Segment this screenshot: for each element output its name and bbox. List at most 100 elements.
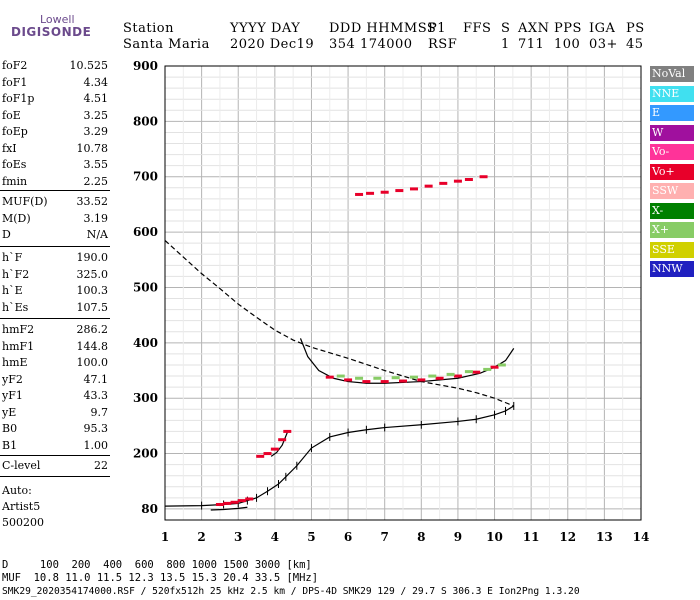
footer-info-line: SMK29_2020354174000.RSF / 520fx512h 25 k… (2, 586, 580, 597)
legend-item-nne: NNE (650, 85, 694, 102)
header-pps: 100 (554, 37, 581, 52)
param-name: h`F2 (2, 267, 30, 281)
echo-point (483, 367, 492, 371)
header-label-pps: PPS (554, 21, 582, 36)
logo-digisonde: DIGISONDE (11, 25, 92, 39)
param-name: B0 (2, 422, 18, 435)
legend-item-vo: Vo- (650, 144, 694, 160)
echo-point (409, 375, 418, 379)
echo-point (417, 378, 426, 382)
echo-point (215, 502, 224, 506)
echo-point (453, 374, 462, 378)
param-row: foE 3.25 (2, 109, 108, 125)
param-value: 100.0 (76, 356, 109, 369)
param-row: yF2 47.1 (2, 373, 108, 389)
echo-point (380, 190, 389, 194)
echo-point (362, 380, 371, 384)
param-value: 10.525 (69, 59, 109, 72)
param-row: h`F 190.0 (2, 251, 108, 267)
param-row: fmin 2.25 (2, 175, 108, 191)
param-name: hmF2 (2, 323, 35, 336)
param-value: 3.29 (83, 125, 109, 138)
param-name: MUF(D) (2, 195, 48, 208)
param-value: 100.3 (76, 284, 109, 297)
param-value: 325.0 (76, 267, 109, 281)
echo-point (355, 376, 364, 380)
param-row: fxI 10.78 (2, 142, 108, 158)
x-tick-label: 4 (271, 530, 279, 544)
header-label-ffs: FFS (463, 21, 492, 36)
param-row: foEs 3.55 (2, 158, 108, 174)
param-value: 22 (94, 459, 108, 472)
param-name: yF1 (2, 389, 23, 402)
param-value: N/A (86, 228, 108, 241)
param-name: foF2 (2, 59, 28, 72)
echo-point (497, 363, 506, 367)
header-axn: 711 (518, 37, 545, 52)
header-date: 2020 Dec19 (230, 37, 315, 52)
echo-point (435, 376, 444, 380)
echo-point (490, 365, 499, 369)
param-separator (0, 246, 110, 247)
param-value: 190.0 (76, 251, 109, 264)
x-tick-label: 10 (486, 530, 503, 544)
echo-point (344, 378, 353, 382)
param-value: 107.5 (76, 300, 109, 314)
param-name: B1 (2, 438, 18, 452)
param-value: 286.2 (76, 323, 109, 336)
echo-point (391, 376, 400, 380)
param-row: D N/A (2, 228, 108, 244)
header-label-station: Station (123, 21, 174, 36)
autoscaling-label: 500200 (2, 516, 44, 529)
y-tick-label: 700 (133, 170, 158, 184)
echo-point (336, 374, 345, 378)
y-tick-label: 400 (133, 336, 158, 350)
param-name: h`Es (2, 300, 29, 314)
echo-point (399, 379, 407, 383)
echo-point (325, 375, 334, 379)
y-tick-label: 300 (133, 391, 158, 405)
param-name: D (2, 228, 11, 241)
echo-point (395, 189, 404, 193)
param-row: foF1p 4.51 (2, 92, 108, 108)
footer-distance-line: D 100 200 400 600 800 1000 1500 3000 [km… (2, 559, 312, 571)
header-label-yyyy-day: YYYY DAY (230, 21, 301, 36)
echo-point (424, 184, 433, 188)
y-tick-label: 600 (133, 225, 158, 239)
echo-point (366, 191, 375, 195)
echo-point (270, 447, 279, 451)
x-tick-label: 14 (633, 530, 650, 544)
param-name: yF2 (2, 372, 23, 386)
x-tick-label: 13 (596, 530, 613, 544)
param-row: hmF1 144.8 (2, 340, 108, 356)
param-value: 3.25 (83, 108, 109, 122)
header-label-s: S (501, 21, 511, 36)
legend-item-noval: NoVal (650, 66, 694, 82)
x-tick-label: 5 (307, 530, 315, 544)
header-label-ps: PS (626, 21, 645, 36)
autoscaling-label: Artist5 (2, 500, 41, 513)
x-tick-label: 3 (234, 530, 242, 544)
param-row: yF1 43.3 (2, 389, 108, 405)
param-name: hmE (2, 356, 28, 369)
echo-point (223, 501, 232, 505)
param-separator (0, 455, 110, 456)
param-name: hmF1 (2, 339, 35, 353)
header-s: 1 (501, 37, 510, 52)
echo-point (355, 192, 364, 196)
true-height-profile (164, 405, 515, 507)
header-station: Santa Maria (123, 37, 210, 52)
param-row: h`E 100.3 (2, 284, 108, 300)
echo-point (439, 181, 448, 185)
param-row: h`Es 107.5 (2, 301, 108, 317)
legend-item-w: W (650, 124, 694, 141)
param-value: 3.19 (83, 211, 109, 225)
x-tick-label: 11 (523, 530, 540, 544)
x-tick-label: 12 (559, 530, 576, 544)
param-row: h`F2 325.0 (2, 268, 108, 284)
param-row: C-level 22 (2, 459, 108, 475)
param-name: fmin (2, 174, 28, 188)
param-row: foF2 10.525 (2, 59, 108, 75)
param-name: foF1 (2, 75, 28, 89)
param-name: foEs (2, 158, 27, 171)
